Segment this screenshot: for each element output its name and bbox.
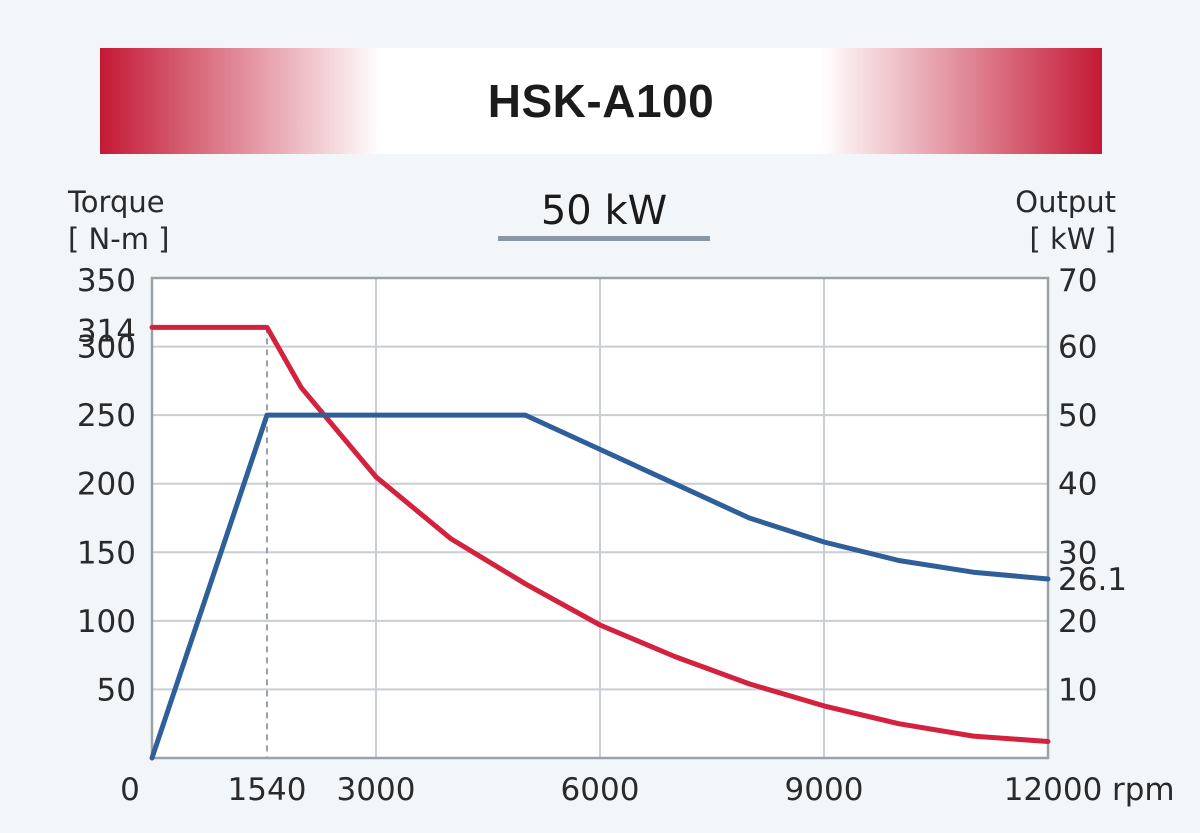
torque-tick-label: 250 (77, 398, 136, 434)
output-line (149, 412, 1051, 761)
x-tick-label: 3000 (337, 772, 416, 808)
output-tick-label: 20 (1058, 604, 1097, 640)
output-tick-label: 26.1 (1058, 562, 1127, 598)
output-axis-header: Output [ kW ] (1015, 184, 1116, 258)
banner-title: HSK-A100 (487, 75, 715, 127)
power-rating-label: 50 kW (540, 188, 668, 234)
banner-background (100, 48, 1102, 154)
output-tick-label: 10 (1058, 672, 1097, 708)
torque-tick-label: 200 (77, 467, 136, 503)
x-tick-label: 0 (120, 772, 140, 808)
torque-line (149, 324, 1051, 744)
torque-axis-header: Torque [ N-m ] (68, 184, 169, 258)
output-axis-label: Output (1015, 185, 1116, 219)
torque-axis-unit: [ N-m ] (68, 222, 170, 256)
x-tick-label: 6000 (561, 772, 640, 808)
output-tick-label: 30 (1058, 535, 1097, 571)
x-tick-label: 9000 (785, 772, 864, 808)
torque-tick-label: 314 (77, 313, 136, 349)
x-tick-label: 1540 (228, 772, 307, 808)
torque-tick-label: 350 (77, 263, 136, 299)
output-tick-label: 40 (1058, 467, 1097, 503)
torque-tick-label: 300 (77, 330, 136, 366)
output-tick-label: 50 (1058, 398, 1097, 434)
x-axis-unit-label: rpm (1112, 772, 1175, 808)
banner: HSK-A100 (100, 48, 1102, 154)
output-tick-label: 60 (1058, 330, 1097, 366)
output-axis-unit: [ kW ] (1029, 222, 1116, 256)
torque-axis-label: Torque (68, 185, 165, 219)
power-rating-underline (498, 236, 710, 241)
torque-tick-label: 100 (77, 604, 136, 640)
plot-frame (150, 276, 1050, 760)
x-tick-label: 12000 (1004, 772, 1103, 808)
output-tick-label: 70 (1058, 263, 1097, 299)
torque-tick-label: 50 (97, 672, 136, 708)
torque-tick-label: 150 (77, 535, 136, 571)
